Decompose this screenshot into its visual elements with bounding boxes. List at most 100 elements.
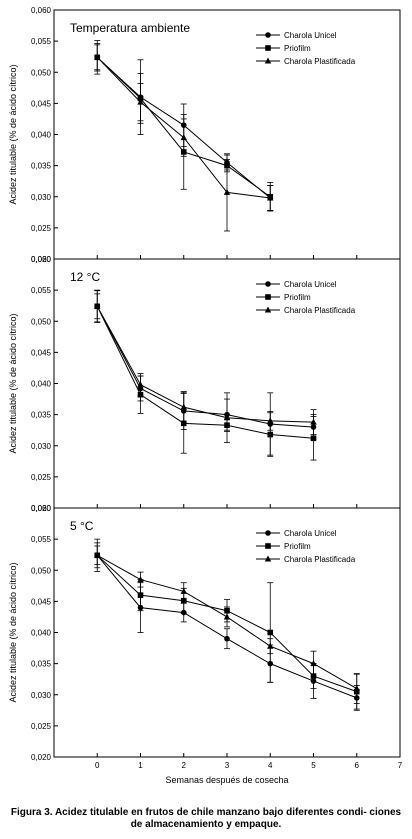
data-point [180, 420, 187, 427]
y-tick-label: 0,040 [31, 629, 52, 638]
figure-caption: Figura 3. Acidez titulable en frutos de … [10, 807, 402, 830]
legend-marker [265, 32, 271, 38]
legend-label: Charola Unicel [284, 529, 337, 538]
y-tick-label: 0,020 [31, 504, 52, 513]
y-tick-label: 0,050 [31, 68, 52, 77]
x-axis-label: Semanas después de cosecha [165, 775, 288, 785]
legend-marker [264, 306, 272, 313]
y-tick-label: 0,045 [31, 348, 52, 357]
data-point [180, 597, 187, 604]
data-point [180, 587, 187, 594]
legend-marker [265, 543, 271, 549]
x-tick-label: 3 [225, 761, 230, 770]
panel-title: Temperatura ambiente [70, 21, 190, 35]
legend: Charola Unicel Priofilm Charola Plastifica… [256, 529, 356, 564]
data-point [267, 194, 274, 201]
data-point [137, 98, 144, 105]
data-point [94, 551, 101, 558]
data-point [353, 685, 360, 692]
data-point [267, 629, 274, 636]
x-tick-label: 7 [398, 761, 403, 770]
legend-marker [265, 530, 271, 536]
legend-marker [265, 281, 271, 287]
y-axis-label: Acidez titulable (% de ácido cítrico) [8, 562, 18, 702]
data-point [310, 435, 317, 442]
y-tick-label: 0,035 [31, 660, 52, 669]
data-point [137, 592, 144, 598]
y-axis-label: Acidez titulable (% de ácido cítrico) [8, 313, 18, 453]
chart-panel-3: 0,020 0,025 0,030 0,035 0,040 0,045 0,050 0,055… [8, 504, 403, 785]
legend-marker [264, 57, 272, 64]
y-tick-label: 0,060 [31, 6, 52, 15]
data-point [94, 53, 101, 60]
x-tick-label: 4 [268, 761, 273, 770]
series-square [94, 289, 317, 461]
y-tick-label: 0,030 [31, 691, 52, 700]
panel-title: 5 °C [70, 519, 94, 533]
legend-label: Charola Plastificada [284, 57, 356, 66]
data-point [137, 381, 144, 388]
y-tick-label: 0,030 [31, 193, 52, 202]
series-line [96, 306, 314, 423]
y-tick-label: 0,020 [31, 753, 52, 762]
data-point [267, 417, 274, 424]
chart-panel-1: 0,020 0,025 0,030 0,035 0,040 0,045 0,050 0,055… [8, 6, 401, 264]
series-circle [94, 290, 317, 456]
x-tick-label: 1 [138, 761, 143, 770]
legend-label: Priofilm [284, 542, 311, 551]
y-tick-label: 0,045 [31, 99, 52, 108]
y-tick-label: 0,055 [31, 535, 52, 544]
legend-label: Charola Plastificada [284, 555, 356, 564]
data-point [94, 302, 101, 309]
legend: Charola Unicel Priofilm Charola Plastifica… [256, 31, 356, 66]
y-tick-label: 0,030 [31, 442, 52, 451]
series-line [96, 306, 314, 428]
x-tick-label: 0 [95, 761, 100, 770]
y-axis-label: Acidez titulable (% de ácido cítrico) [8, 64, 18, 204]
data-point [223, 613, 231, 620]
y-tick-label: 0,035 [31, 162, 52, 171]
y-tick-label: 0,025 [31, 473, 52, 482]
legend-marker [265, 45, 271, 51]
data-point [267, 642, 274, 649]
legend: Charola Unicel Priofilm Charola Plastifica… [256, 280, 356, 315]
data-point [267, 431, 274, 438]
y-tick-label: 0,020 [31, 255, 52, 264]
data-point [310, 660, 317, 667]
legend-label: Charola Unicel [284, 31, 337, 40]
y-tick-label: 0,055 [31, 286, 52, 295]
panel-title: 12 °C [70, 270, 100, 284]
y-tick-label: 0,040 [31, 380, 52, 389]
y-tick-label: 0,055 [31, 37, 52, 46]
legend-label: Charola Plastificada [284, 306, 356, 315]
series-triangle [94, 293, 317, 444]
x-tick-label: 5 [311, 761, 316, 770]
legend-label: Priofilm [284, 293, 311, 302]
chart-panel-2: 0,020 0,025 0,030 0,035 0,040 0,045 0,050 0,055… [8, 255, 401, 513]
data-point [224, 635, 230, 642]
y-tick-label: 0,035 [31, 411, 52, 420]
y-tick-label: 0,045 [31, 597, 52, 606]
y-tick-label: 0,060 [31, 504, 52, 513]
y-tick-label: 0,050 [31, 317, 52, 326]
legend-label: Priofilm [284, 44, 311, 53]
legend-marker [264, 555, 272, 562]
y-tick-label: 0,025 [31, 722, 52, 731]
x-tick-label: 6 [355, 761, 360, 770]
data-point [137, 576, 144, 583]
y-tick-label: 0,025 [31, 224, 52, 233]
data-point [223, 188, 231, 195]
series-triangle [94, 545, 360, 704]
series-triangle [94, 44, 274, 232]
data-point [223, 414, 231, 421]
series-line [96, 306, 314, 439]
legend-marker [265, 294, 271, 300]
data-point [180, 134, 187, 141]
plot-frame [53, 258, 401, 509]
data-point [310, 418, 317, 425]
y-tick-label: 0,050 [31, 566, 52, 575]
y-tick-label: 0,040 [31, 131, 52, 140]
legend-label: Charola Unicel [284, 280, 337, 289]
data-point [180, 403, 187, 410]
